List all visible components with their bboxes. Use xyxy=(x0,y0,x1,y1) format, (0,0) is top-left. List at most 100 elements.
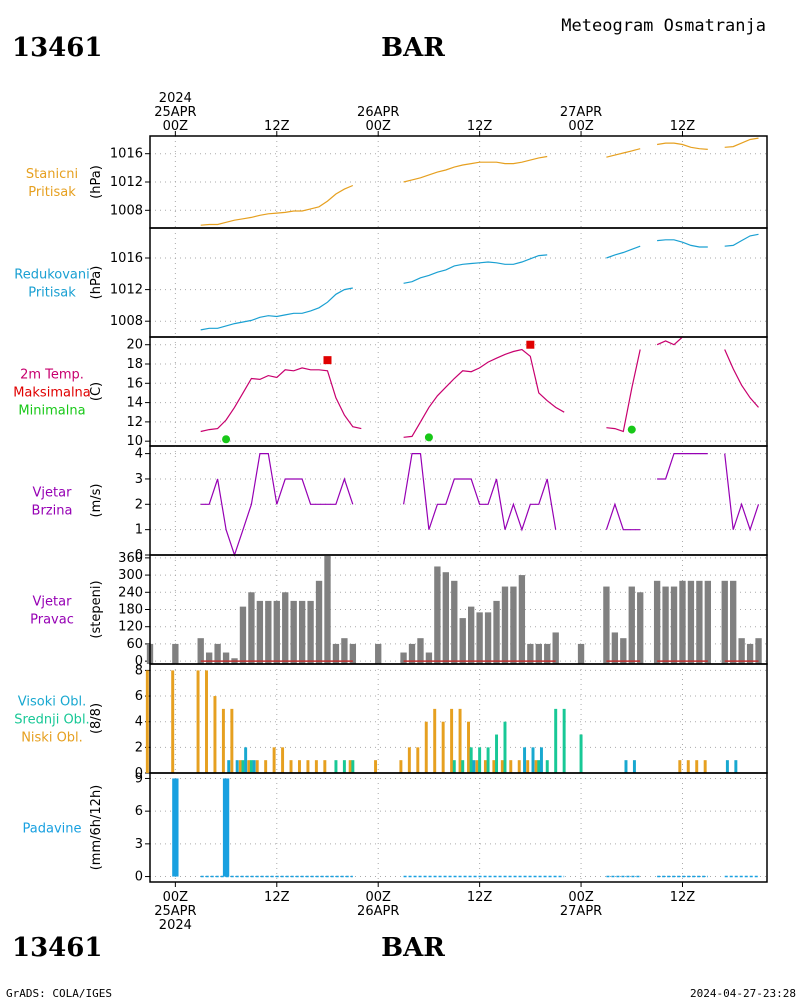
low-cloud-bar xyxy=(483,760,487,773)
wind-dir-bar xyxy=(510,586,517,664)
wind-dir-bar xyxy=(603,586,610,664)
y-tick-label: 3 xyxy=(135,472,143,487)
y-tick-label: 180 xyxy=(118,603,143,618)
panel-label: Minimalna xyxy=(18,404,85,419)
series-line xyxy=(200,453,354,557)
wind-dir-bar xyxy=(527,643,534,664)
low-cloud-bar xyxy=(534,760,538,773)
low-cloud-bar xyxy=(686,760,690,773)
high-cloud-bar xyxy=(531,747,535,773)
low-cloud-bar xyxy=(297,760,301,773)
mid-cloud-bar xyxy=(562,708,566,773)
low-cloud-bar xyxy=(450,708,454,773)
high-cloud-bar xyxy=(632,760,636,773)
series-line xyxy=(606,245,641,259)
panel-label: Padavine xyxy=(23,822,82,837)
meteogram-panels: 100810121016(hPa)StanicniPritisak1008101… xyxy=(13,135,768,885)
y-tick-label: 1008 xyxy=(110,314,143,329)
wind-dir-bar xyxy=(696,580,703,664)
low-cloud-bar xyxy=(475,760,479,773)
y-tick-label: 4 xyxy=(135,447,143,462)
wind-dir-bar xyxy=(248,592,255,664)
series-line xyxy=(200,367,362,433)
low-cloud-bar xyxy=(703,760,707,773)
footer-timestamp: 2024-04-27-23:28 xyxy=(690,987,796,1000)
x-tick-label-top: 12Z xyxy=(670,119,696,134)
low-cloud-bar xyxy=(205,670,208,773)
mid-cloud-bar xyxy=(461,760,465,773)
series-line xyxy=(403,453,557,532)
low-cloud-bar xyxy=(264,760,268,773)
wind-dir-bar xyxy=(493,600,500,664)
panel-frame xyxy=(149,135,768,229)
low-cloud-bar xyxy=(196,670,200,773)
low-cloud-bar xyxy=(289,760,293,773)
wind-dir-bar xyxy=(315,580,323,664)
y-tick-label: 16 xyxy=(126,376,143,391)
wind-dir-bar xyxy=(332,643,340,664)
low-cloud-bar xyxy=(145,670,149,773)
low-cloud-bar xyxy=(272,747,276,773)
station-name-top: BAR xyxy=(381,33,445,63)
series-line xyxy=(403,348,565,438)
wind-dir-bar xyxy=(205,652,213,664)
series-line xyxy=(724,453,760,532)
panel-label: Visoki Obl. xyxy=(18,695,86,710)
series-line xyxy=(657,239,708,248)
wind-dir-bar xyxy=(687,580,695,664)
y-tick-label: 120 xyxy=(118,620,143,635)
low-cloud-bar xyxy=(458,708,462,773)
mid-cloud-bar xyxy=(554,708,558,773)
panel-frame xyxy=(149,445,768,556)
panel-label: Maksimalna xyxy=(13,386,91,401)
mid-cloud-bar xyxy=(478,747,482,773)
wind-dir-bar xyxy=(349,643,357,664)
wind-dir-bar xyxy=(417,638,424,664)
y-tick-label: 12 xyxy=(126,415,143,430)
low-cloud-bar xyxy=(213,696,217,773)
low-cloud-bar xyxy=(399,760,403,773)
station-id-bottom: 13461 xyxy=(12,933,102,963)
low-cloud-bar xyxy=(678,760,682,773)
wind-dir-bar xyxy=(341,638,348,664)
y-tick-label: 1012 xyxy=(110,175,143,190)
wind-dir-bar xyxy=(256,600,264,664)
panel-station_pressure: 1008 1012 1016 (hPa) Stanicni Pritisak xyxy=(26,135,768,229)
high-cloud-bar xyxy=(227,760,231,773)
panel-reduced_pressure: 1008 1012 1016 (hPa)Redukovani Pritisak xyxy=(14,227,768,338)
mid-cloud-bar xyxy=(249,760,253,773)
wind-dir-bar xyxy=(307,600,314,664)
x-tick-label-bottom: 2024 xyxy=(159,918,192,933)
wind-dir-bar xyxy=(755,638,762,664)
y-axis-label: (hPa) xyxy=(89,165,104,199)
low-cloud-bar xyxy=(306,760,310,773)
wind-dir-bar xyxy=(670,586,678,664)
high-cloud-bar xyxy=(725,760,729,773)
panel-frame xyxy=(149,663,768,774)
tmax-marker xyxy=(526,340,535,349)
panel-wind_speed: 0 1 2 3 4 (m/s) Vjetar Brzina xyxy=(32,445,768,563)
series-line xyxy=(606,148,641,158)
y-tick-label: 6 xyxy=(135,804,143,819)
series-line xyxy=(200,184,354,226)
panel-frame xyxy=(149,227,768,338)
panel-label: 2m Temp. xyxy=(20,368,84,383)
wind-dir-bar xyxy=(653,580,661,664)
mid-cloud-bar xyxy=(452,760,456,773)
x-tick-label-top: 00Z xyxy=(163,119,189,134)
mid-cloud-bar xyxy=(486,747,490,773)
panel-label: Pritisak xyxy=(28,286,76,301)
wind-dir-bar xyxy=(239,606,247,664)
wind-dir-bar xyxy=(222,652,230,664)
x-tick-label-top: 12Z xyxy=(264,119,290,134)
tmin-marker xyxy=(424,433,433,442)
low-cloud-bar xyxy=(433,708,437,773)
wind-dir-bar xyxy=(535,643,542,664)
x-tick-label-bottom: 27APR xyxy=(560,904,602,919)
panel-label: Brzina xyxy=(32,504,73,519)
series-line xyxy=(403,254,548,284)
y-axis-label: (stepeni) xyxy=(89,580,104,638)
wind-dir-bar xyxy=(408,643,416,664)
y-tick-label: 300 xyxy=(118,568,143,583)
y-tick-label: 9 xyxy=(135,771,143,786)
